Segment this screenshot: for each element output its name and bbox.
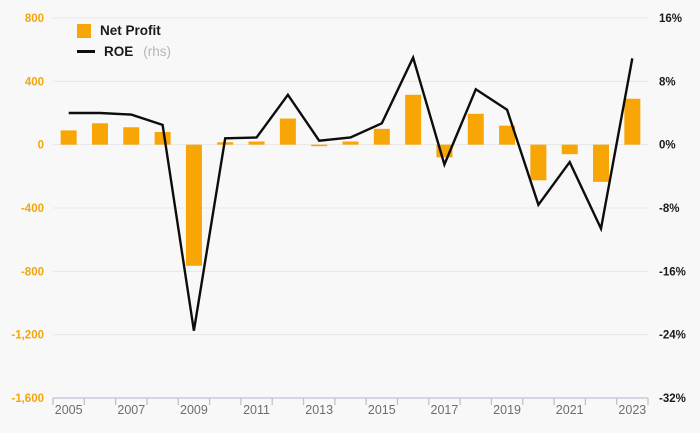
year-label: 2019 xyxy=(493,403,521,417)
legend-rhs-note: (rhs) xyxy=(143,44,172,59)
right-axis-label: -24% xyxy=(659,330,686,342)
year-label: 2013 xyxy=(305,403,333,417)
year-label: 2023 xyxy=(618,403,646,417)
net-profit-bar-2011[interactable] xyxy=(248,141,265,145)
year-label: 2015 xyxy=(368,403,396,417)
legend-label-roe: ROE xyxy=(104,44,134,59)
legend-item-net-profit[interactable]: Net Profit xyxy=(77,24,171,38)
right-axis-label: -16% xyxy=(659,266,686,278)
left-axis-label: -800 xyxy=(21,266,44,278)
net-profit-bar-2020[interactable] xyxy=(530,144,547,181)
right-axis-label: 16% xyxy=(659,13,682,25)
legend-label-net-profit: Net Profit xyxy=(100,23,161,39)
net-profit-bar-2009[interactable] xyxy=(185,144,202,266)
left-axis-label: 800 xyxy=(25,13,44,25)
year-label: 2005 xyxy=(55,403,83,417)
year-label: 2011 xyxy=(243,403,270,417)
legend-item-roe[interactable]: ROE (rhs) xyxy=(77,45,171,59)
net-profit-bar-2018[interactable] xyxy=(467,113,484,145)
net-profit-bar-2006[interactable] xyxy=(91,123,108,145)
net-profit-bar-2023[interactable] xyxy=(624,98,641,145)
roe-line[interactable] xyxy=(68,54,634,331)
chart-legend: Net Profit ROE (rhs) xyxy=(77,24,171,59)
net-profit-bar-2022[interactable] xyxy=(593,144,610,182)
right-axis-label: 0% xyxy=(659,140,676,152)
net-profit-bar-2005[interactable] xyxy=(60,130,77,145)
net-profit-swatch-icon xyxy=(77,24,91,38)
left-axis-label: -1,200 xyxy=(11,330,44,342)
net-profit-bar-2019[interactable] xyxy=(499,125,516,145)
net-profit-bar-2021[interactable] xyxy=(561,144,578,155)
right-axis-label: -32% xyxy=(659,393,686,405)
net-profit-bar-2015[interactable] xyxy=(373,128,390,145)
left-axis-label: 0 xyxy=(38,140,44,152)
year-label: 2007 xyxy=(117,403,145,417)
left-axis-label: -400 xyxy=(21,203,44,215)
right-axis-label: -8% xyxy=(659,203,679,215)
net-profit-bar-2008[interactable] xyxy=(154,132,171,145)
left-axis-label: 400 xyxy=(25,76,44,88)
year-label: 2009 xyxy=(180,403,208,417)
right-axis-label: 8% xyxy=(659,76,676,88)
net-profit-bar-2007[interactable] xyxy=(123,127,140,145)
left-axis-label: -1,600 xyxy=(11,393,44,405)
net-profit-bar-2012[interactable] xyxy=(279,118,296,145)
year-label: 2017 xyxy=(431,403,459,417)
roe-line-swatch-icon xyxy=(77,50,95,54)
year-label: 2021 xyxy=(556,403,584,417)
net-profit-bar-2013[interactable] xyxy=(311,144,328,147)
net-profit-bar-2014[interactable] xyxy=(342,141,359,145)
net-profit-bar-2016[interactable] xyxy=(405,94,422,145)
